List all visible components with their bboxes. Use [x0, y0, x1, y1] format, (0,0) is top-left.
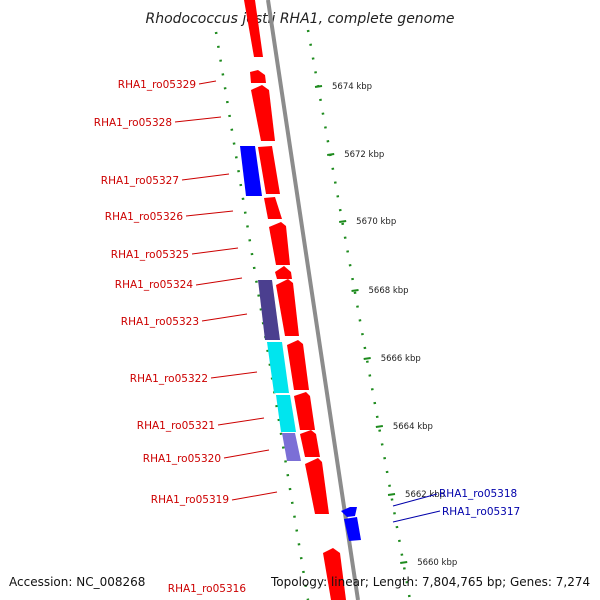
gene-label-ro05322[interactable]: RHA1_ro05322: [130, 373, 208, 385]
gene-feature-ro05324[interactable]: [275, 266, 292, 279]
gene-feature-ro05317[interactable]: [344, 517, 361, 541]
gene-label-connectors-right: [392, 493, 441, 523]
ruler-tick-label: 5664 kbp: [393, 422, 433, 432]
gene-feature-ro05320[interactable]: [282, 433, 301, 461]
gene-features: [240, 0, 361, 600]
genome-backbone: [266, 0, 360, 600]
gene-feature-ro05322b[interactable]: [287, 340, 309, 390]
ruler-tick-label: 5662 kbp: [405, 490, 445, 500]
gene-feature-ro05323[interactable]: [258, 280, 280, 340]
gene-label-connectors-left: [174, 80, 278, 501]
accession-text: Accession: NC_008268: [9, 575, 145, 589]
genome-title: Rhodococcus jostii RHA1, complete genome: [145, 11, 454, 27]
ruler-tick: [339, 220, 347, 223]
gene-label-ro05320[interactable]: RHA1_ro05320: [143, 453, 221, 465]
gene-feature-ro05323b[interactable]: [276, 279, 299, 336]
gene-label-ro05323[interactable]: RHA1_ro05323: [121, 316, 199, 328]
gene-label-ro05328[interactable]: RHA1_ro05328: [94, 117, 172, 129]
gene-label-ro05325[interactable]: RHA1_ro05325: [111, 249, 189, 261]
gene-feature-top[interactable]: [244, 0, 263, 57]
gene-feature-ro05318[interactable]: [341, 507, 357, 517]
gene-label-ro05324[interactable]: RHA1_ro05324: [115, 279, 194, 291]
ruler-tick: [351, 289, 359, 292]
gene-label-ro05321[interactable]: RHA1_ro05321: [137, 420, 215, 432]
gene-feature-ro05316[interactable]: [323, 548, 346, 600]
ruler-tick: [375, 425, 384, 428]
gene-label-ro05319[interactable]: RHA1_ro05319: [151, 494, 229, 506]
gene-label-ro05326[interactable]: RHA1_ro05326: [105, 211, 184, 223]
ruler: 5674 kbp 5672 kbp 5670 kbp 5668 kbp 5666 kbp…: [214, 29, 457, 600]
gene-feature-ro05327b[interactable]: [258, 146, 280, 194]
ruler-line-right: [306, 29, 412, 600]
gene-labels-left: RHA1_ro05329 RHA1_ro05328 RHA1_ro05327 R…: [94, 79, 247, 595]
gene-feature-ro05326[interactable]: [264, 197, 282, 219]
gene-feature-ro05328[interactable]: [251, 85, 275, 141]
ruler-tick-label: 5674 kbp: [332, 82, 372, 92]
ruler-tick-label: 5672 kbp: [344, 150, 384, 160]
ruler-tick-label: 5670 kbp: [356, 217, 396, 227]
gene-label-ro05327[interactable]: RHA1_ro05327: [101, 175, 179, 187]
gene-label-ro05317[interactable]: RHA1_ro05317: [442, 506, 520, 518]
ruler-tick: [387, 493, 396, 496]
gene-labels-right: RHA1_ro05318 RHA1_ro05317: [439, 488, 520, 518]
ruler-tick: [363, 357, 371, 360]
gene-label-ro05329[interactable]: RHA1_ro05329: [118, 79, 196, 91]
gene-feature-ro05320b[interactable]: [300, 430, 320, 457]
ruler-tick: [314, 85, 323, 88]
gene-feature-ro05329[interactable]: [250, 70, 266, 83]
gene-feature-ro05321b[interactable]: [294, 392, 315, 430]
ruler-tick-label: 5660 kbp: [417, 558, 457, 568]
genome-summary-text: Topology: linear; Length: 7,804,765 bp; …: [270, 575, 590, 589]
gene-label-ro05318[interactable]: RHA1_ro05318: [439, 488, 517, 500]
gene-feature-ro05321[interactable]: [276, 395, 296, 432]
gene-feature-ro05322[interactable]: [267, 342, 289, 393]
gene-label-ro05316[interactable]: RHA1_ro05316: [168, 583, 247, 595]
gene-feature-ro05327[interactable]: [240, 146, 262, 196]
ruler-tick: [327, 153, 335, 156]
ruler-tick: [400, 561, 408, 564]
ruler-tick-label: 5666 kbp: [381, 354, 421, 364]
ruler-tick-label: 5668 kbp: [369, 286, 409, 296]
gene-feature-ro05319[interactable]: [305, 458, 329, 514]
gene-feature-ro05325[interactable]: [269, 222, 290, 265]
